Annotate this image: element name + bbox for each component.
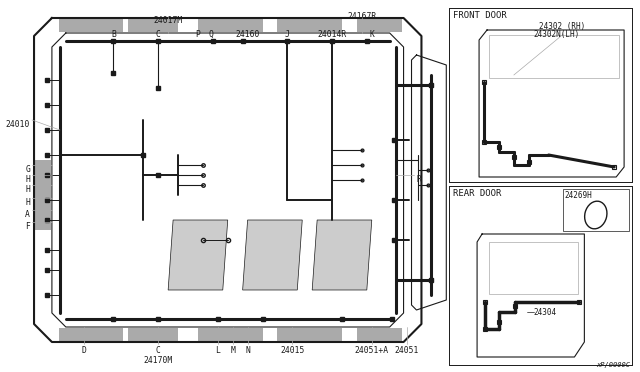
Text: B: B — [111, 30, 116, 39]
Polygon shape — [357, 19, 401, 32]
Text: Q: Q — [209, 30, 213, 39]
Text: 24269H: 24269H — [564, 191, 592, 200]
Text: FRONT DOOR: FRONT DOOR — [453, 11, 507, 20]
Text: F: F — [25, 222, 30, 231]
Text: 24017M: 24017M — [154, 16, 183, 25]
Text: H: H — [25, 185, 30, 194]
Text: 24302N(LH): 24302N(LH) — [534, 30, 580, 39]
Polygon shape — [168, 220, 228, 290]
Polygon shape — [59, 19, 124, 32]
Polygon shape — [277, 328, 342, 341]
Text: 24304: 24304 — [534, 308, 557, 317]
Text: 24015: 24015 — [280, 346, 305, 355]
Polygon shape — [129, 328, 178, 341]
Text: P: P — [195, 30, 200, 39]
Text: 24051: 24051 — [394, 346, 419, 355]
Text: xP/0000C: xP/0000C — [596, 362, 630, 368]
Text: C: C — [156, 30, 161, 39]
Text: C: C — [156, 346, 161, 355]
Text: 24014R: 24014R — [317, 30, 347, 39]
Text: K: K — [369, 30, 374, 39]
Text: 24160: 24160 — [236, 30, 260, 39]
Text: H: H — [25, 198, 30, 207]
Text: 24010: 24010 — [6, 120, 30, 129]
Polygon shape — [198, 328, 262, 341]
Polygon shape — [277, 19, 342, 32]
Polygon shape — [129, 19, 178, 32]
Text: L: L — [216, 346, 220, 355]
Polygon shape — [59, 328, 124, 341]
Text: D: D — [81, 346, 86, 355]
Text: N: N — [245, 346, 250, 355]
Polygon shape — [198, 19, 262, 32]
Text: 24302 (RH): 24302 (RH) — [539, 22, 585, 31]
Text: G: G — [25, 165, 30, 174]
Text: A: A — [25, 210, 30, 219]
Text: 24170M: 24170M — [143, 356, 173, 365]
Polygon shape — [312, 220, 372, 290]
Text: M: M — [230, 346, 235, 355]
Text: J: J — [285, 30, 290, 39]
Polygon shape — [35, 160, 51, 230]
Text: 24051+A: 24051+A — [355, 346, 389, 355]
Text: R: R — [417, 175, 421, 184]
Text: 24167R: 24167R — [348, 12, 376, 21]
Polygon shape — [357, 328, 401, 341]
Text: REAR DOOR: REAR DOOR — [453, 189, 502, 198]
Text: H: H — [25, 175, 30, 184]
Polygon shape — [243, 220, 302, 290]
